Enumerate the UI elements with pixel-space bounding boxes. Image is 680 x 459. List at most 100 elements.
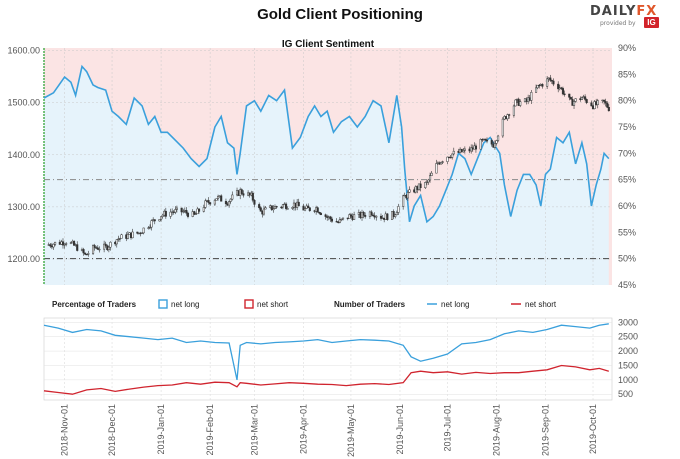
candle-body — [580, 97, 583, 101]
candle-body — [193, 211, 196, 215]
candle-body — [569, 97, 572, 100]
candle-body — [65, 243, 68, 245]
candle-body — [131, 231, 134, 239]
candle-body — [202, 207, 205, 212]
candle-body — [224, 201, 227, 205]
percent-tick-label: 65% — [618, 175, 636, 185]
sentiment-price-panel: 1200.00 1300.00 1400.00 1500.00 1600.00 45% 5… — [7, 39, 636, 290]
percent-tick-label: 50% — [618, 254, 636, 264]
candle-body — [273, 206, 277, 209]
brand-wordmark: DAILYFX — [590, 4, 657, 19]
candle-body — [563, 93, 566, 95]
count-axis: 500 1000 1500 2000 2500 3000 — [618, 317, 638, 399]
candle-body — [319, 212, 322, 216]
legend: Percentage of Traders net long net short… — [52, 299, 557, 309]
date-tick-label: 2019-Mar-01 — [249, 404, 259, 456]
candle-body — [572, 101, 576, 106]
candle-body — [557, 83, 560, 90]
candle-body — [425, 181, 428, 183]
candle-body — [182, 210, 185, 213]
candle-body — [180, 207, 183, 213]
candle-body — [150, 220, 153, 228]
candle-body — [98, 248, 101, 251]
price-tick-label: 1400.00 — [7, 150, 40, 160]
candle-body — [115, 239, 118, 245]
lower-grid — [44, 318, 612, 400]
candle-body — [392, 211, 395, 217]
candle-body — [204, 200, 207, 208]
candle-body — [479, 139, 482, 150]
candle-body — [169, 211, 172, 217]
candle-body — [501, 118, 504, 137]
count-tick-label: 2500 — [618, 332, 638, 342]
candle-body — [596, 100, 599, 105]
candle-body — [335, 221, 338, 223]
candle-body — [164, 210, 167, 217]
candle-body — [495, 140, 498, 144]
candle-body — [253, 200, 256, 205]
candle-body — [251, 192, 254, 201]
chart-subtitle: IG Client Sentiment — [282, 39, 375, 50]
net-short-count-line — [43, 364, 609, 395]
candle-body — [229, 198, 232, 202]
candle-body — [607, 107, 610, 112]
candle-body — [451, 153, 454, 158]
date-tick-label: 2018-Nov-01 — [60, 404, 70, 456]
candle-body — [302, 205, 305, 211]
candle-body — [330, 218, 334, 222]
candle-body — [395, 212, 398, 216]
candle-body — [91, 245, 95, 254]
candle-body — [497, 135, 500, 141]
candle-body — [584, 96, 587, 100]
candle-body — [427, 179, 430, 183]
legend-net-short-num: net short — [525, 300, 557, 309]
candle-body — [270, 205, 273, 211]
candle-body — [308, 207, 311, 211]
candle-body — [536, 84, 539, 89]
date-tick-label: 2019-May-01 — [346, 404, 356, 457]
candle-body — [280, 206, 283, 209]
candle-body — [324, 214, 327, 217]
candle-body — [541, 84, 544, 87]
percent-tick-label: 90% — [618, 43, 636, 53]
candle-body — [148, 226, 152, 229]
candle-body — [215, 198, 218, 201]
candle-body — [338, 219, 341, 223]
candle-body — [262, 208, 265, 215]
date-tick-label: 2019-Jun-01 — [395, 404, 405, 455]
candle-body — [52, 244, 55, 248]
candle-body — [550, 80, 553, 82]
candle-body — [69, 242, 72, 244]
percent-tick-label: 60% — [618, 201, 636, 211]
candle-body — [185, 210, 188, 214]
candle-body — [514, 99, 517, 107]
candle-body — [512, 105, 515, 116]
candle-body — [474, 145, 477, 150]
candle-body — [603, 99, 606, 102]
candle-body — [141, 232, 144, 234]
candle-body — [61, 241, 65, 246]
date-tick-label: 2018-Dec-01 — [107, 404, 117, 456]
candle-body — [240, 189, 243, 194]
candle-body — [340, 218, 343, 221]
candle-body — [375, 215, 378, 218]
candle-body — [304, 208, 307, 211]
count-tick-label: 1000 — [618, 375, 638, 385]
net-long-sentiment-line — [43, 64, 610, 224]
candle-body — [484, 138, 487, 141]
net-long-count-line — [43, 323, 609, 381]
price-tick-label: 1300.00 — [7, 202, 40, 212]
candle-body — [120, 234, 123, 239]
brand-subtitle: provided by — [600, 20, 636, 27]
candle-body — [272, 208, 275, 211]
percent-tick-label: 80% — [618, 96, 636, 106]
date-axis: 2018-Nov-01 2018-Dec-01 2019-Jan-01 2019-Fe… — [60, 404, 598, 457]
candle-body — [353, 214, 356, 220]
candle-body — [349, 214, 352, 217]
percentage-of-traders-label: Percentage of Traders — [52, 300, 137, 309]
net-long-area — [44, 66, 609, 286]
candle-body — [297, 201, 300, 207]
candle-body — [424, 182, 427, 189]
candle-body — [96, 247, 99, 250]
